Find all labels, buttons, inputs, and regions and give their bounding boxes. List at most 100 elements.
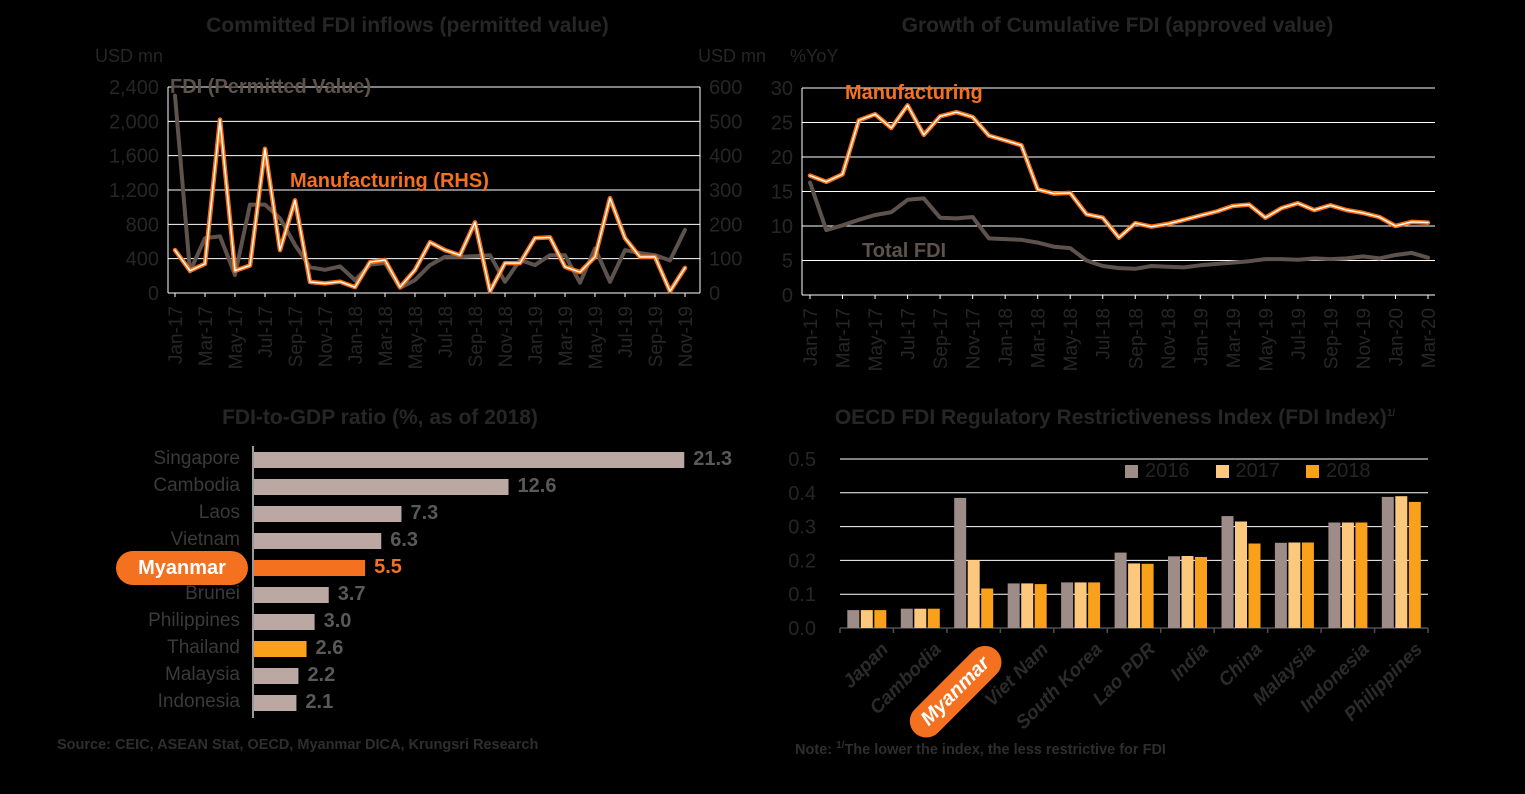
x-axis-tick-label: Jul-17: [899, 308, 920, 360]
right-axis-tick-label: 600: [709, 77, 742, 99]
category-label-thailand: Thailand: [167, 637, 240, 658]
x-axis-tick-label: Mar-19: [1224, 308, 1245, 368]
y-axis-tick-label: 400: [126, 249, 159, 271]
chart1-series-label-fdi: FDI (Permitted Value): [170, 76, 372, 98]
chart4-title: OECD FDI Regulatory Restrictiveness Inde…: [790, 406, 1440, 430]
bar-indonesia: [254, 695, 297, 711]
x-axis-tick-label: Mar-18: [1029, 308, 1050, 368]
bar-japan-2018: [874, 610, 887, 628]
x-axis-tick-label: Jul-18: [1094, 308, 1115, 360]
bar-cambodia: [254, 479, 509, 495]
bar-value-label: 7.3: [410, 502, 439, 524]
x-axis-tick-label: Jul-18: [436, 306, 457, 358]
bar-viet-nam-2016: [1007, 583, 1020, 628]
category-label-vietnam: Vietnam: [170, 529, 240, 550]
x-axis-tick-label: Jul-19: [1289, 308, 1310, 360]
note-label: Note:: [795, 741, 837, 758]
x-axis-tick-label: May-18: [406, 306, 427, 369]
bar-value-label: 3.0: [323, 610, 352, 632]
category-label-philippines: Philippines: [148, 610, 240, 631]
x-axis-tick-label: Sep-18: [466, 306, 487, 367]
y-axis-tick-label: 0: [148, 283, 159, 305]
bar-lao-pdr-2016: [1114, 552, 1127, 628]
bar-brunei: [254, 587, 329, 603]
y-axis-tick-label: 2,000: [109, 111, 159, 133]
chart1-left-axis-unit: USD mn: [95, 46, 164, 66]
x-axis-tick-label: Jul-17: [256, 306, 277, 358]
x-axis-tick-label: Jul-19: [616, 306, 637, 358]
bar-cambodia-2017: [914, 608, 927, 628]
category-label-cambodia: Cambodia: [153, 475, 240, 496]
bar-myanmar-2017: [967, 560, 980, 628]
chart4-legend: 2016 2017 2018: [1125, 460, 1371, 483]
legend-item-2017: 2017: [1215, 460, 1281, 483]
x-axis-tick-label: Jan-19: [526, 306, 547, 364]
y-axis-tick-label: 10: [771, 216, 793, 238]
x-axis-tick-label: Sep-19: [1321, 308, 1342, 369]
chart2-series-label-manufacturing: Manufacturing: [845, 82, 983, 104]
bar-india-2016: [1168, 556, 1180, 628]
bar-south-korea-2017: [1074, 582, 1087, 628]
bar-value-label: 6.3: [390, 529, 419, 551]
legend-swatch-2016-icon: [1125, 465, 1138, 478]
x-axis-tick-label: May-19: [1256, 308, 1277, 371]
category-label-singapore: Singapore: [153, 448, 240, 469]
y-axis-tick-label: 0.5: [788, 449, 816, 471]
x-axis-tick-label: Mar-19: [556, 306, 577, 366]
legend-label-2017: 2017: [1235, 460, 1281, 482]
category-label-laos: Laos: [198, 502, 240, 523]
x-axis-tick-label: May-17: [866, 308, 887, 371]
bar-malaysia-2017: [1288, 542, 1301, 628]
x-axis-tick-label: Jan-20: [1387, 308, 1408, 366]
bar-south-korea-2016: [1061, 582, 1074, 628]
x-axis-tick-label: Nov-17: [316, 306, 337, 367]
bar-indonesia-2017: [1341, 522, 1354, 628]
chart4-title-superscript: 1/: [1386, 408, 1396, 419]
index-note: Note: 1/The lower the index, the less re…: [795, 740, 1166, 758]
right-axis-tick-label: 300: [709, 180, 742, 202]
x-axis-tick-label: Nov-18: [1159, 308, 1180, 369]
bar-myanmar-2016: [954, 497, 967, 628]
x-axis-tick-label: Nov-19: [676, 306, 697, 367]
bar-india-2017: [1181, 556, 1194, 628]
bar-lao-pdr-2018: [1141, 563, 1154, 628]
legend-label-2018: 2018: [1326, 460, 1371, 482]
bar-viet-nam-2017: [1021, 583, 1034, 628]
x-axis-tick-label: Sep-19: [646, 306, 667, 367]
x-axis-tick-label: Nov-18: [496, 306, 517, 367]
right-axis-tick-label: 200: [709, 214, 742, 236]
bar-value-label: 5.5: [374, 556, 402, 578]
x-axis-tick-label: May-17: [226, 306, 247, 369]
note-text: The lower the index, the less restrictiv…: [844, 741, 1166, 758]
y-axis-tick-label: 1,200: [109, 180, 159, 202]
right-axis-tick-label: 100: [709, 249, 742, 271]
x-axis-tick-label: Sep-17: [286, 306, 307, 367]
chart3-title: FDI-to-GDP ratio (%, as of 2018): [222, 406, 538, 429]
bar-china-2018: [1248, 543, 1261, 628]
bar-philippines-2016: [1381, 496, 1394, 628]
x-axis-tick-label: May-18: [1061, 308, 1082, 371]
bar-vietnam: [254, 533, 382, 549]
source-note: Source: CEIC, ASEAN Stat, OECD, Myanmar …: [57, 737, 539, 753]
legend-item-2016: 2016: [1125, 460, 1190, 483]
bar-cambodia-2016: [900, 608, 913, 628]
bar-singapore: [254, 452, 685, 468]
x-axis-tick-label: May-19: [586, 306, 607, 369]
x-axis-tick-label: Jan-17: [166, 306, 187, 364]
bar-viet-nam-2018: [1034, 584, 1047, 628]
bar-value-label: 3.7: [337, 583, 366, 605]
series-line-core: [174, 118, 686, 292]
right-axis-tick-label: 500: [709, 111, 742, 133]
legend-swatch-2017-icon: [1215, 465, 1229, 478]
y-axis-tick-label: 0.2: [788, 550, 816, 572]
category-label-malaysia: Malaysia: [165, 664, 240, 685]
x-axis-tick-label: Jan-18: [346, 306, 367, 364]
x-axis-tick-label: Nov-17: [964, 308, 985, 369]
highlight-pill-myanmar: Myanmar: [116, 551, 248, 585]
bar-cambodia-2018: [927, 608, 940, 628]
bar-philippines-2017: [1395, 496, 1408, 628]
bar-malaysia-2018: [1301, 542, 1314, 628]
category-label-indonesia: Indonesia: [157, 691, 240, 712]
series-line-core: [809, 104, 1429, 239]
